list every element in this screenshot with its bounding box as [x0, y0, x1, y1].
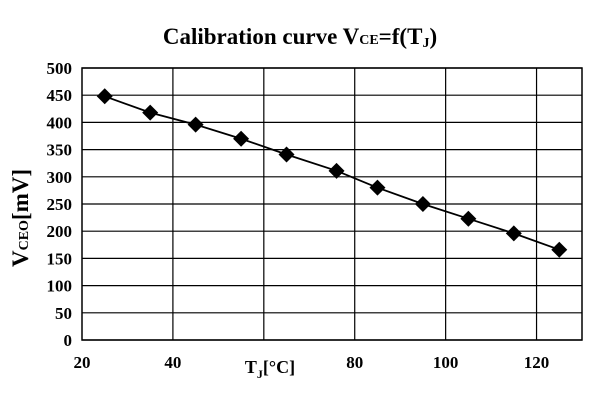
x-axis-ticks: 20 40 80 100 120: [74, 353, 550, 372]
y-tick-label: 450: [47, 86, 73, 105]
x-axis-label: TJ[°C]: [245, 357, 295, 381]
chart-title: Calibration curve VCE=f(TJ): [163, 24, 437, 51]
y-tick-label: 0: [64, 331, 73, 350]
data-point-diamond: [505, 225, 522, 242]
y-axis-label: VCEO[mV]: [8, 169, 33, 267]
data-point-diamond: [96, 88, 113, 105]
data-point-diamond: [233, 130, 250, 147]
data-point-diamond: [328, 162, 345, 179]
y-tick-label: 100: [47, 277, 73, 296]
data-point-diamond: [551, 241, 568, 258]
y-tick-label: 200: [47, 222, 73, 241]
y-tick-label: 400: [47, 113, 73, 132]
x-tick-label: 20: [74, 353, 91, 372]
data-point-diamond: [187, 116, 204, 133]
x-tick-label: 120: [524, 353, 550, 372]
y-tick-label: 150: [47, 249, 73, 268]
data-series: [96, 88, 568, 258]
y-tick-label: 50: [55, 304, 72, 323]
data-point-diamond: [142, 104, 159, 121]
y-tick-label: 500: [47, 59, 73, 78]
data-point-diamond: [460, 210, 477, 227]
y-tick-label: 300: [47, 168, 73, 187]
y-tick-label: 250: [47, 195, 73, 214]
grid-lines: [82, 67, 582, 341]
y-axis-ticks: 0 50 100 150 200 250 300 350 400 450 500: [47, 59, 73, 350]
y-tick-label: 350: [47, 141, 73, 160]
data-point-diamond: [414, 196, 431, 212]
plot-area: [81, 67, 583, 341]
x-tick-label: 40: [164, 353, 181, 372]
x-tick-label: 80: [346, 353, 363, 372]
data-point-diamond: [278, 146, 295, 163]
data-point-diamond: [369, 179, 386, 196]
x-tick-label: 100: [433, 353, 459, 372]
